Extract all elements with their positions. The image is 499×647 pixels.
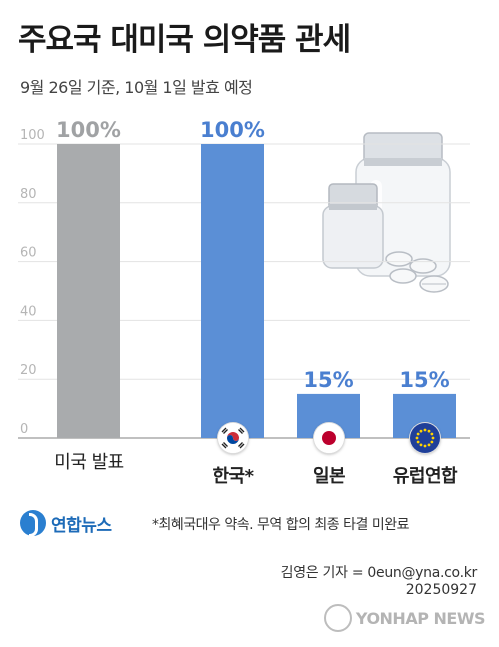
page-subtitle: 9월 26일 기준, 10월 1일 발효 예정 [20,78,253,97]
medicine-bottles-illustration [322,132,451,293]
category-label-us: 미국 발표 [54,452,124,473]
japan-flag-icon [314,423,344,453]
y-tick-label: 0 [20,422,28,437]
bar-0 [57,144,120,438]
y-tick-label: 100 [20,128,45,143]
y-tick-label: 80 [20,187,37,202]
y-tick-label: 20 [20,363,37,378]
y-axis-ticks: 0 20 40 60 80 100 [20,128,45,437]
page-title: 주요국 대미국 의약품 관세 [18,22,351,58]
footnote: *최혜국대우 약속. 무역 합의 최종 타결 미완료 [152,517,410,533]
value-label-2: 15% [303,368,353,392]
south-korea-flag-icon [218,423,248,453]
value-label-3: 15% [399,368,449,392]
yonhap-logo-icon [20,510,46,537]
value-label-1: 100% [200,118,265,142]
reporter-credit: 김영은 기자 = 0eun@yna.co.kr [280,565,478,581]
yonhap-logo-text: 연합뉴스 [51,515,112,536]
category-label-japan: 일본 [312,466,346,487]
y-tick-label: 40 [20,304,37,319]
publish-date: 20250927 [405,582,477,598]
yonhap-watermark-icon [323,604,352,632]
yonhap-logo: 연합뉴스 [20,510,112,537]
bars [57,144,456,438]
bar-chart: 0 20 40 60 80 100 100% 100% 15% 15% [18,118,470,439]
yonhap-news-watermark: YONHAP NEWS [323,604,486,632]
eu-flag-icon [410,423,440,453]
category-label-korea: 한국* [212,466,254,487]
watermark-text: YONHAP NEWS [355,608,486,628]
y-tick-label: 60 [20,246,37,261]
bar-1 [201,144,264,438]
value-labels: 100% 100% 15% 15% [56,118,450,392]
category-label-eu: 유럽연합 [392,466,458,487]
value-label-0: 100% [56,118,121,142]
